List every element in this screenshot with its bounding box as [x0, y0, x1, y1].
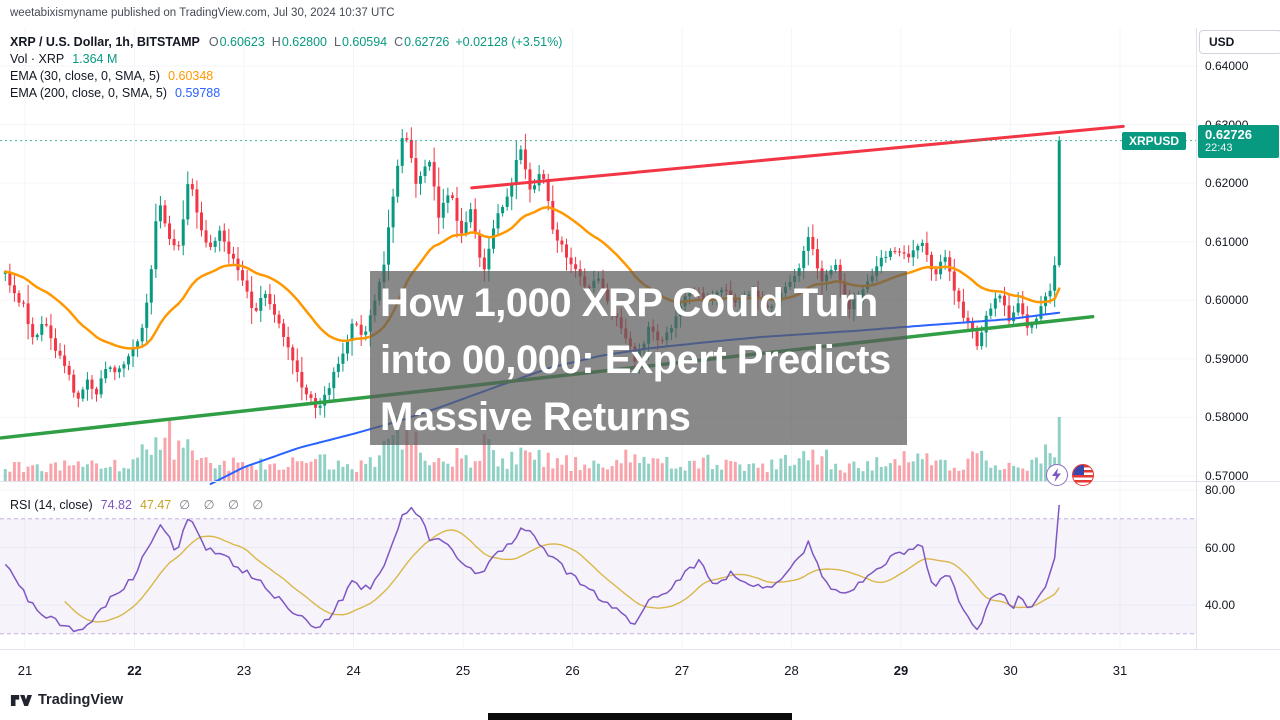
- ema200-value: 0.59788: [175, 86, 221, 100]
- ohlc-open-label: O: [208, 35, 219, 49]
- flag-canton: [1073, 465, 1084, 475]
- ohlc-low-label: L: [334, 35, 341, 49]
- video-title-overlay: How 1,000 XRP Could Turn into 00,000: Ex…: [370, 271, 907, 445]
- time-axis[interactable]: 21 22 23 24 25 26 27 28 29 30 31: [0, 655, 1197, 681]
- rsi-layer: [0, 504, 1196, 635]
- volume-layer: [3, 416, 1061, 481]
- time-label-28: 28: [784, 663, 799, 678]
- price-tick-0.57000: 0.57000: [1205, 469, 1249, 483]
- overlay-title-line: Massive Returns: [380, 395, 691, 439]
- footer-brand[interactable]: TradingView: [10, 692, 123, 708]
- rsi-tick-60.00: 60.00: [1205, 540, 1236, 555]
- time-label-22: 22: [127, 663, 142, 678]
- bar-countdown: 22:43: [1205, 141, 1233, 154]
- ema30-label: EMA (30, close, 0, SMA, 5): [10, 69, 161, 83]
- last-price-value: 0.62726: [1205, 126, 1252, 142]
- time-label-23: 23: [236, 663, 252, 678]
- rsi-tick-80.00: 80.00: [1205, 483, 1236, 497]
- rsi-tick-40.00: 40.00: [1205, 598, 1236, 612]
- price-tick-0.64000: 0.64000: [1205, 59, 1249, 73]
- volume-legend-row[interactable]: Vol · XRP 1.364 M: [10, 52, 117, 66]
- symbol-title: XRP / U.S. Dollar, 1h, BITSTAMP: [10, 35, 200, 49]
- rsi-ma-value: 47.47: [139, 498, 172, 512]
- lightning-icon[interactable]: [1046, 464, 1068, 486]
- price-tick-0.61000: 0.61000: [1205, 234, 1249, 249]
- time-label-30: 30: [1003, 663, 1018, 678]
- time-label-29: 29: [893, 663, 909, 678]
- ohlc-close-value: 0.62726: [404, 35, 450, 49]
- price-tick-0.60000: 0.60000: [1205, 293, 1249, 308]
- rsi-legend-row[interactable]: RSI (14, close) 74.82 47.47 ∅ ∅ ∅ ∅: [10, 497, 268, 512]
- bottom-black-bar: [488, 713, 792, 720]
- ohlc-low-value: 0.60594: [341, 35, 388, 49]
- rsi-label: RSI (14, close): [10, 498, 93, 512]
- tradingview-logo-icon: [10, 694, 32, 706]
- symbol-price-badge: XRPUSD: [1122, 131, 1187, 150]
- separators-layer: [0, 28, 1280, 650]
- time-label-25: 25: [455, 663, 471, 678]
- price-tick-0.59000: 0.59000: [1205, 351, 1249, 366]
- rsi-empty-values: ∅ ∅ ∅ ∅: [179, 498, 269, 512]
- ema200-label: EMA (200, close, 0, SMA, 5): [10, 86, 168, 100]
- rsi-value: 74.82: [100, 498, 132, 512]
- time-label-26: 26: [565, 663, 580, 678]
- ema30-value: 0.60348: [168, 69, 214, 83]
- ohlc-high-value: 0.62800: [281, 35, 327, 49]
- overlay-title-line: How 1,000 XRP Could Turn: [380, 281, 878, 325]
- published-caption: weetabixismyname published on TradingVie…: [10, 7, 395, 19]
- time-label-31: 31: [1112, 663, 1128, 678]
- overlay-title-line: into 00,000: Expert Predicts: [380, 338, 891, 382]
- ohlc-close-label: C: [394, 35, 404, 49]
- symbol-legend-row[interactable]: XRP / U.S. Dollar, 1h, BITSTAMP O 0.6062…: [10, 35, 562, 49]
- time-label-24: 24: [346, 663, 361, 678]
- ohlc-open-value: 0.60623: [219, 35, 265, 49]
- currency-usd-button[interactable]: USD: [1199, 30, 1280, 54]
- price-axis[interactable]: 0.640000.630000.620000.610000.600000.590…: [1197, 0, 1280, 690]
- last-price-badge: 0.62726 22:43: [1198, 124, 1279, 158]
- ema30-legend-row[interactable]: EMA (30, close, 0, SMA, 5) 0.60348: [10, 69, 213, 83]
- price-tick-0.62000: 0.62000: [1205, 176, 1249, 191]
- volume-label: Vol · XRP: [10, 52, 65, 66]
- time-label-27: 27: [674, 663, 690, 678]
- change-value: +0.02128 (+3.51%): [455, 35, 563, 49]
- brand-name: TradingView: [38, 692, 124, 708]
- volume-value: 1.364 M: [72, 52, 118, 66]
- ema200-legend-row[interactable]: EMA (200, close, 0, SMA, 5) 0.59788: [10, 86, 220, 100]
- ohlc-high-label: H: [271, 35, 281, 49]
- time-label-21: 21: [17, 663, 33, 678]
- us-flag-icon[interactable]: [1072, 464, 1094, 486]
- price-tick-0.58000: 0.58000: [1205, 410, 1249, 425]
